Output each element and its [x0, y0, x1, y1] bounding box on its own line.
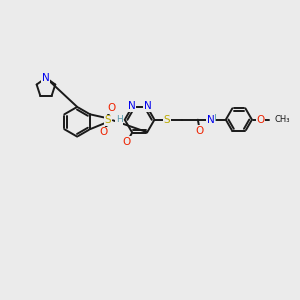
Text: N: N: [128, 101, 135, 111]
Text: N: N: [144, 101, 152, 111]
Text: O: O: [100, 127, 108, 137]
Text: O: O: [123, 137, 131, 147]
Text: H: H: [116, 115, 123, 124]
Text: S: S: [164, 115, 170, 125]
Text: O: O: [195, 126, 203, 136]
Text: H: H: [209, 114, 215, 123]
Text: CH₃: CH₃: [274, 115, 290, 124]
Text: N: N: [207, 115, 214, 125]
Text: S: S: [104, 115, 111, 125]
Text: O: O: [107, 103, 115, 113]
Text: N: N: [42, 73, 50, 83]
Text: O: O: [256, 115, 264, 125]
